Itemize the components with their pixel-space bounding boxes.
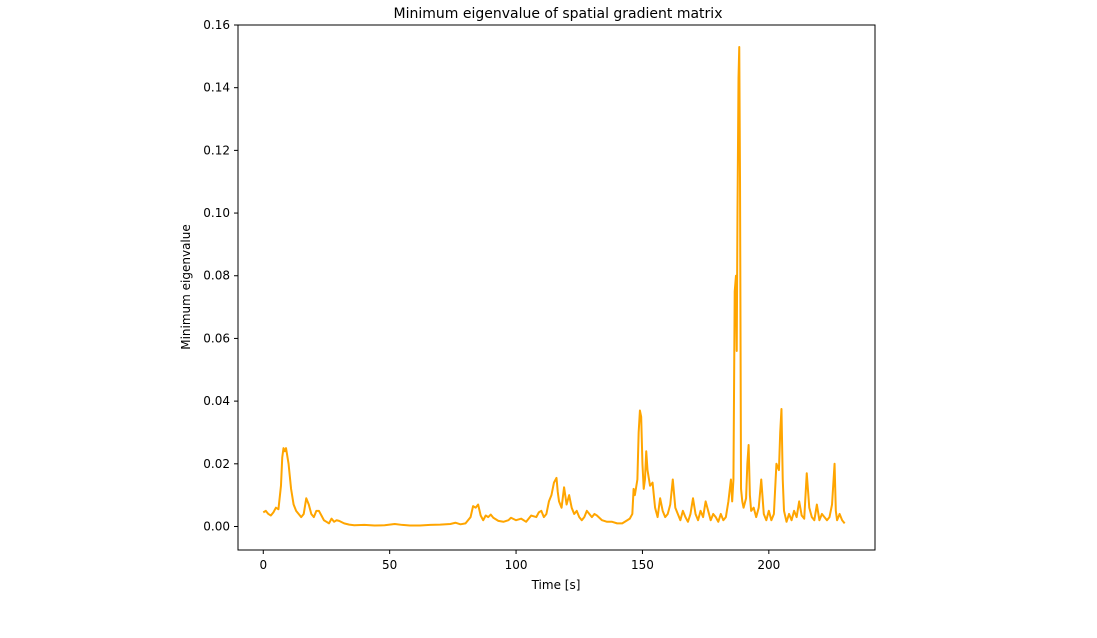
x-tick-label: 0 — [259, 558, 267, 572]
chart-title: Minimum eigenvalue of spatial gradient m… — [394, 6, 723, 22]
x-axis-label: Time [s] — [531, 578, 581, 592]
plot-area-frame — [237, 24, 876, 551]
x-tick-label: 200 — [757, 558, 780, 572]
x-tick-label: 150 — [631, 558, 654, 572]
y-tick-label: 0.00 — [203, 519, 230, 533]
y-tick-label: 0.10 — [203, 206, 230, 220]
series-line-0 — [262, 45, 846, 527]
y-tick-label: 0.14 — [203, 81, 230, 95]
y-tick-label: 0.04 — [203, 394, 230, 408]
y-tick-label: 0.08 — [203, 269, 230, 283]
y-tick-label: 0.12 — [203, 143, 230, 157]
x-tick-label: 100 — [505, 558, 528, 572]
x-tick-label: 50 — [382, 558, 397, 572]
y-tick-label: 0.06 — [203, 331, 230, 345]
y-tick-label: 0.02 — [203, 457, 230, 471]
y-tick-label: 0.16 — [203, 18, 230, 32]
y-axis-label: Minimum eigenvalue — [179, 224, 193, 350]
